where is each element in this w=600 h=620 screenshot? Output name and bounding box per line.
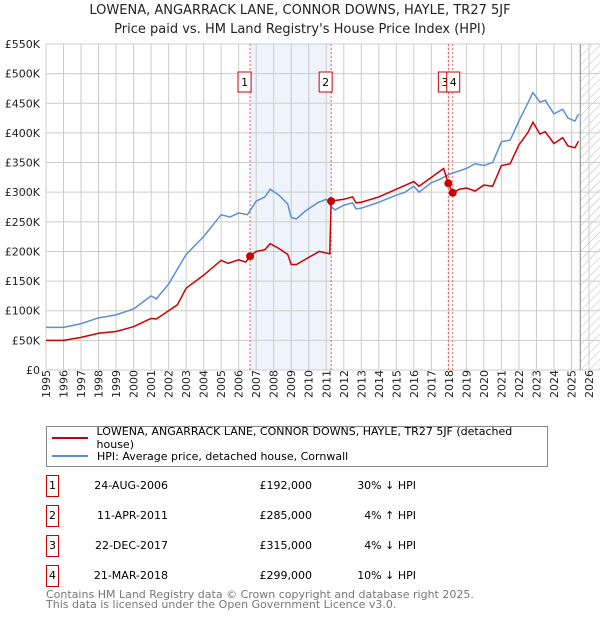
y-tick-label: £250K xyxy=(5,216,41,229)
x-tick-label: 2026 xyxy=(583,370,596,398)
x-tick-label: 2010 xyxy=(303,370,316,398)
legend: LOWENA, ANGARRACK LANE, CONNOR DOWNS, HA… xyxy=(46,425,548,467)
x-tick-label: 1997 xyxy=(75,370,88,398)
transaction-price: £299,000 xyxy=(259,569,313,582)
y-tick-label: £450K xyxy=(5,97,41,110)
transaction-row: 1 24-AUG-2006 £192,000 30% ↓ HPI xyxy=(46,475,546,497)
x-tick-label: 2015 xyxy=(390,370,403,398)
x-tick-label: 1996 xyxy=(58,370,71,398)
y-tick-label: £0 xyxy=(26,364,40,377)
legend-item-property: LOWENA, ANGARRACK LANE, CONNOR DOWNS, HA… xyxy=(47,425,547,451)
x-tick-label: 2008 xyxy=(268,370,281,398)
y-tick-label: £550K xyxy=(5,38,41,51)
y-tick-label: £50K xyxy=(12,334,41,347)
x-tick-label: 2016 xyxy=(408,370,421,398)
transaction-marker: 2 xyxy=(46,505,59,527)
x-tick-label: 2011 xyxy=(320,370,333,398)
x-tick-label: 2004 xyxy=(198,370,211,398)
footer-line: This data is licensed under the Open Gov… xyxy=(46,598,397,611)
y-tick-label: £400K xyxy=(5,127,41,140)
transaction-marker: 1 xyxy=(46,475,59,497)
sale-label-number: 4 xyxy=(450,76,457,89)
chart-subtitle: Price paid vs. HM Land Registry's House … xyxy=(114,22,486,37)
x-tick-label: 2013 xyxy=(355,370,368,398)
legend-swatch-red xyxy=(52,437,88,439)
x-tick-label: 2012 xyxy=(338,370,351,398)
sale-point xyxy=(444,179,453,188)
transaction-price: £315,000 xyxy=(259,539,313,552)
sale-label-box: 2 xyxy=(318,71,333,93)
sale-label-box: 4 xyxy=(446,71,461,93)
x-tick-label: 1999 xyxy=(110,370,123,398)
x-tick-label: 2024 xyxy=(548,370,561,398)
x-tick-label: 2003 xyxy=(180,370,193,398)
sale-point xyxy=(448,188,457,197)
transaction-hpi-diff: 4% ↑ HPI xyxy=(364,509,416,522)
x-tick-label: 2005 xyxy=(215,370,228,398)
hpi-line xyxy=(46,91,580,329)
transaction-date: 11-APR-2011 xyxy=(96,509,168,522)
x-tick-label: 2000 xyxy=(128,370,141,398)
x-tick-label: 2001 xyxy=(145,370,158,398)
legend-label: LOWENA, ANGARRACK LANE, CONNOR DOWNS, HA… xyxy=(96,425,513,451)
transaction-hpi-diff: 30% ↓ HPI xyxy=(357,479,416,492)
transaction-row: 3 22-DEC-2017 £315,000 4% ↓ HPI xyxy=(46,535,546,557)
footer: Contains HM Land Registry data © Crown c… xyxy=(46,588,474,611)
transaction-date: 22-DEC-2017 xyxy=(94,539,168,552)
legend-label: HPI: Average price, detached house, Corn… xyxy=(97,449,349,463)
chart-title: LOWENA, ANGARRACK LANE, CONNOR DOWNS, HA… xyxy=(89,3,511,18)
x-tick-label: 2009 xyxy=(285,370,298,398)
transaction-date: 21-MAR-2018 xyxy=(93,569,168,582)
x-tick-label: 2018 xyxy=(443,370,456,398)
x-tick-label: 2017 xyxy=(425,370,438,398)
price-chart: 1995 1996 1997 1998 1999 2000 2001 2002 2003 2004… xyxy=(5,38,600,398)
y-tick-label: £500K xyxy=(5,68,41,81)
x-tick-label: 2014 xyxy=(373,370,386,398)
x-tick-label: 1995 xyxy=(40,370,53,398)
sale-label-box: 1 xyxy=(237,71,252,93)
y-tick-label: £150K xyxy=(5,275,41,288)
transaction-price: £192,000 xyxy=(259,479,313,492)
sale-label-number: 1 xyxy=(241,76,248,89)
x-tick-label: 2020 xyxy=(478,370,491,398)
sale-label-number: 2 xyxy=(322,76,329,89)
shaded-period xyxy=(250,44,332,370)
sale-point xyxy=(327,197,336,206)
y-tick-label: £300K xyxy=(5,186,41,199)
x-tick-label: 2006 xyxy=(233,370,246,398)
sale-label-number: 3 xyxy=(441,76,448,89)
transaction-row: 2 11-APR-2011 £285,000 4% ↑ HPI xyxy=(46,505,546,527)
y-tick-label: £200K xyxy=(5,245,41,258)
legend-item-hpi: HPI: Average price, detached house, Corn… xyxy=(47,448,348,464)
x-tick-label: 2023 xyxy=(530,370,543,398)
transaction-hpi-diff: 10% ↓ HPI xyxy=(357,569,416,582)
x-tick-label: 2021 xyxy=(495,370,508,398)
x-tick-label: 2022 xyxy=(513,370,526,398)
sale-point xyxy=(246,252,255,261)
forecast-hatch xyxy=(580,44,600,370)
legend-swatch-blue xyxy=(52,455,88,457)
x-tick-label: 2025 xyxy=(565,370,578,398)
transaction-hpi-diff: 4% ↓ HPI xyxy=(364,539,416,552)
y-tick-label: £100K xyxy=(5,305,41,318)
transaction-row: 4 21-MAR-2018 £299,000 10% ↓ HPI xyxy=(46,565,546,587)
footer-line: Contains HM Land Registry data © Crown c… xyxy=(46,588,474,601)
x-tick-label: 2002 xyxy=(163,370,176,398)
x-tick-label: 2007 xyxy=(250,370,263,398)
transaction-date: 24-AUG-2006 xyxy=(94,479,168,492)
x-tick-label: 2019 xyxy=(460,370,473,398)
price-paid-line xyxy=(46,120,580,342)
x-tick-label: 1998 xyxy=(93,370,106,398)
y-tick-label: £350K xyxy=(5,157,41,170)
transaction-price: £285,000 xyxy=(259,509,313,522)
transaction-marker: 3 xyxy=(46,535,59,557)
transaction-marker: 4 xyxy=(46,565,59,587)
